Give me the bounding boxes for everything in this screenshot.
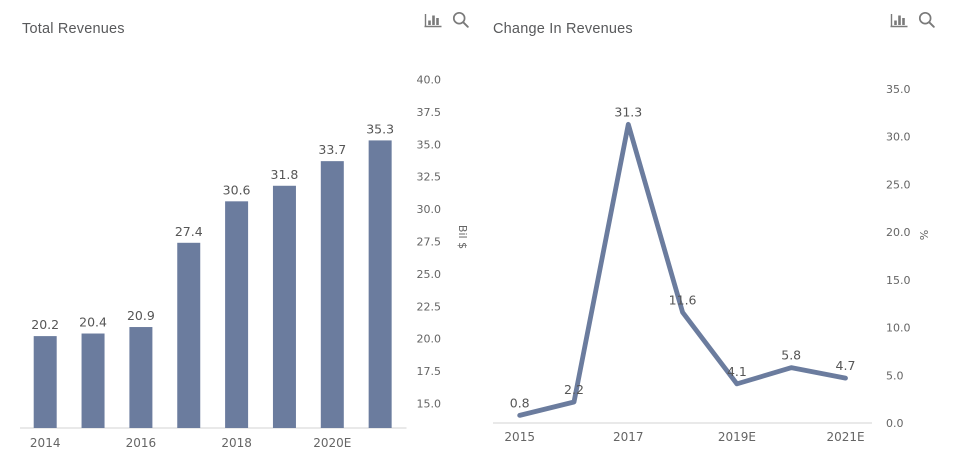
y-tick-label: 25.0 xyxy=(417,268,442,281)
point-value-label: 5.8 xyxy=(781,348,801,363)
bar-2017[interactable] xyxy=(177,242,201,428)
y-axis-title: % xyxy=(917,230,930,240)
bar-2020E[interactable] xyxy=(320,161,344,428)
x-tick-label: 2014 xyxy=(30,436,61,450)
y-tick-label: 15.0 xyxy=(886,274,911,287)
y-tick-label: 30.0 xyxy=(417,203,442,216)
search-icon[interactable] xyxy=(452,11,470,28)
x-tick-label: 2017 xyxy=(613,430,644,444)
point-value-label: 2.2 xyxy=(564,382,584,397)
point-value-label: 4.1 xyxy=(727,364,747,379)
x-tick-label: 2015 xyxy=(504,430,535,444)
bar-2016[interactable] xyxy=(129,327,153,428)
y-tick-label: 35.0 xyxy=(886,83,911,96)
bar-chart-icon[interactable] xyxy=(890,11,908,28)
total-revenues-bar-chart: 20.2 2014 20.4 20.9 2016 27.4 30.6 2018 31.8 33.7… xyxy=(20,74,469,450)
bar-2014[interactable] xyxy=(33,336,57,428)
y-tick-label: 20.0 xyxy=(886,226,911,239)
bar-value-label: 20.4 xyxy=(79,315,107,330)
bar-value-label: 20.9 xyxy=(127,308,155,323)
y-tick-label: 20.0 xyxy=(417,333,442,346)
bar-value-label: 20.2 xyxy=(31,317,59,332)
bar-value-label: 33.7 xyxy=(318,142,346,157)
right-chart-title: Change In Revenues xyxy=(493,21,633,37)
bar-2021E[interactable] xyxy=(368,140,392,429)
y-tick-label: 17.5 xyxy=(417,365,442,378)
bar-value-label: 35.3 xyxy=(366,121,394,136)
bar-value-label: 30.6 xyxy=(223,182,251,197)
point-value-label: 4.7 xyxy=(836,358,856,373)
y-tick-label: 22.5 xyxy=(417,300,442,313)
y-tick-label: 27.5 xyxy=(417,236,442,249)
y-axis-title: Bil $ xyxy=(456,225,469,249)
bar-2015[interactable] xyxy=(81,333,105,428)
bar-chart-icon[interactable] xyxy=(424,11,442,28)
y-tick-label: 10.0 xyxy=(886,322,911,335)
y-tick-label: 35.0 xyxy=(417,138,442,151)
x-tick-label: 2021E xyxy=(826,430,864,444)
x-tick-label: 2020E xyxy=(313,436,351,450)
x-tick-label: 2019E xyxy=(718,430,756,444)
y-tick-label: 5.0 xyxy=(886,369,904,382)
y-tick-label: 40.0 xyxy=(417,74,442,87)
y-tick-label: 25.0 xyxy=(886,178,911,191)
y-tick-label: 15.0 xyxy=(417,398,442,411)
y-tick-label: 0.0 xyxy=(886,417,904,430)
bar-2019E[interactable] xyxy=(272,185,296,428)
right-chart-toolbar xyxy=(890,11,936,28)
x-tick-label: 2018 xyxy=(221,436,252,450)
bar-value-label: 27.4 xyxy=(175,224,203,239)
y-tick-label: 37.5 xyxy=(417,106,442,119)
point-value-label: 31.3 xyxy=(614,104,642,119)
point-value-label: 0.8 xyxy=(510,395,530,410)
left-chart-title: Total Revenues xyxy=(22,21,125,37)
y-tick-label: 30.0 xyxy=(886,131,911,144)
bar-2018[interactable] xyxy=(225,201,249,428)
y-tick-label: 32.5 xyxy=(417,171,442,184)
left-chart-toolbar xyxy=(424,11,470,28)
search-icon[interactable] xyxy=(918,11,936,28)
revenue-change-line[interactable] xyxy=(517,121,848,418)
bar-value-label: 31.8 xyxy=(271,167,299,182)
point-value-label: 11.6 xyxy=(669,292,697,307)
x-tick-label: 2016 xyxy=(126,436,157,450)
change-in-revenues-line-chart: 0.8 2015 2.2 31.3 2017 11.6 4.1 2019E 5.8 4.7 2021… xyxy=(493,83,930,444)
